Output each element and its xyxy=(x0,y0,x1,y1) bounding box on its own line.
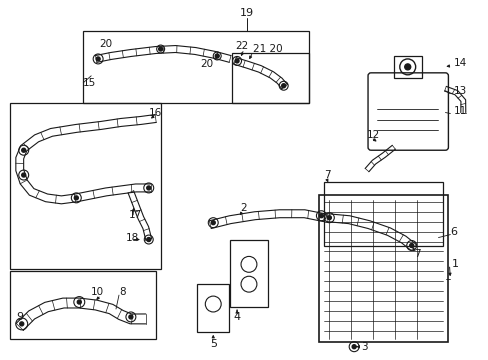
Text: 21 20: 21 20 xyxy=(252,44,282,54)
Bar xyxy=(232,53,309,103)
Circle shape xyxy=(77,300,81,304)
Text: 18: 18 xyxy=(126,233,139,243)
Bar xyxy=(324,182,443,247)
Circle shape xyxy=(215,54,219,58)
Circle shape xyxy=(74,196,78,200)
Circle shape xyxy=(146,186,150,190)
Text: 13: 13 xyxy=(452,86,466,96)
Circle shape xyxy=(211,221,215,225)
Text: 1: 1 xyxy=(450,259,457,269)
Text: 17: 17 xyxy=(129,210,142,220)
Bar xyxy=(319,195,447,342)
Text: 7: 7 xyxy=(324,170,330,180)
Circle shape xyxy=(146,238,150,242)
Circle shape xyxy=(326,216,331,220)
Circle shape xyxy=(21,173,26,177)
Circle shape xyxy=(235,59,239,63)
Text: 14: 14 xyxy=(452,58,466,68)
Text: 22: 22 xyxy=(235,41,248,51)
Text: 12: 12 xyxy=(366,130,380,140)
Text: 2: 2 xyxy=(240,203,246,213)
Bar xyxy=(393,56,421,78)
Circle shape xyxy=(319,214,323,218)
Text: 20: 20 xyxy=(99,39,112,49)
Circle shape xyxy=(351,345,355,349)
Text: 20: 20 xyxy=(200,59,213,69)
Circle shape xyxy=(281,84,285,88)
Bar xyxy=(230,239,267,307)
Bar xyxy=(83,31,309,103)
Text: 16: 16 xyxy=(148,108,162,117)
Text: 11: 11 xyxy=(452,105,466,116)
Circle shape xyxy=(20,322,24,326)
Bar xyxy=(10,271,155,339)
Text: 5: 5 xyxy=(209,339,216,349)
Text: 4: 4 xyxy=(233,312,240,322)
Text: 6: 6 xyxy=(449,226,456,237)
Bar xyxy=(197,284,229,332)
Bar xyxy=(10,103,161,269)
Text: 9: 9 xyxy=(16,312,23,322)
FancyBboxPatch shape xyxy=(367,73,447,150)
Text: 15: 15 xyxy=(83,78,96,88)
Circle shape xyxy=(404,64,410,70)
Text: 3: 3 xyxy=(360,342,367,352)
Text: 10: 10 xyxy=(91,287,104,297)
Circle shape xyxy=(21,148,26,152)
Text: 8: 8 xyxy=(119,287,125,297)
Circle shape xyxy=(158,47,163,51)
Circle shape xyxy=(96,57,100,61)
Text: 7: 7 xyxy=(413,249,420,260)
Text: 19: 19 xyxy=(240,8,254,18)
Circle shape xyxy=(129,315,133,319)
Circle shape xyxy=(409,243,413,247)
